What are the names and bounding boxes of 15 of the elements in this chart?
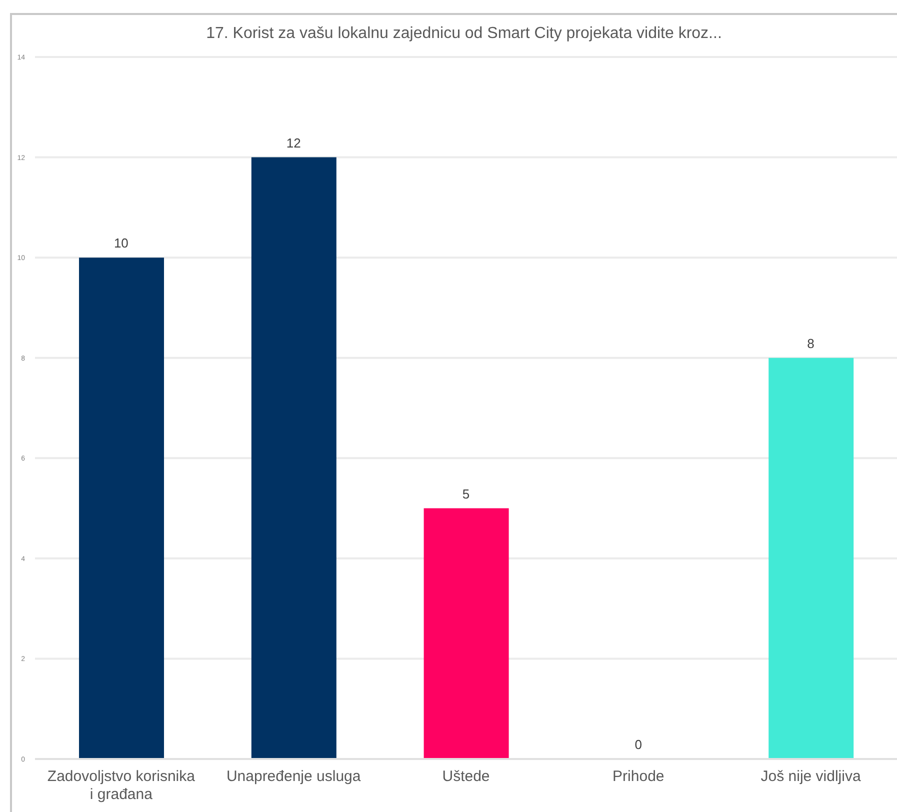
bar [251, 157, 336, 759]
x-tick-label: Unapređenje usluga [226, 768, 362, 785]
x-tick-label: Prihode [612, 768, 664, 785]
data-label: 8 [807, 336, 814, 351]
bar [424, 508, 509, 759]
x-tick-label: Uštede [442, 768, 490, 785]
data-label: 12 [286, 135, 301, 150]
chart-title: 17. Korist za vašu lokalnu zajednicu od Smart City projekata vidite kroz... [206, 25, 722, 42]
data-label: 0 [634, 737, 642, 752]
data-label: 5 [462, 486, 470, 502]
bar [79, 258, 164, 759]
x-tick-label: Zadovoljstvo korisnika i građana [47, 768, 196, 803]
bar [768, 358, 854, 759]
data-label: 10 [114, 236, 128, 251]
x-tick-label: Još nije vidljiva [760, 768, 862, 785]
